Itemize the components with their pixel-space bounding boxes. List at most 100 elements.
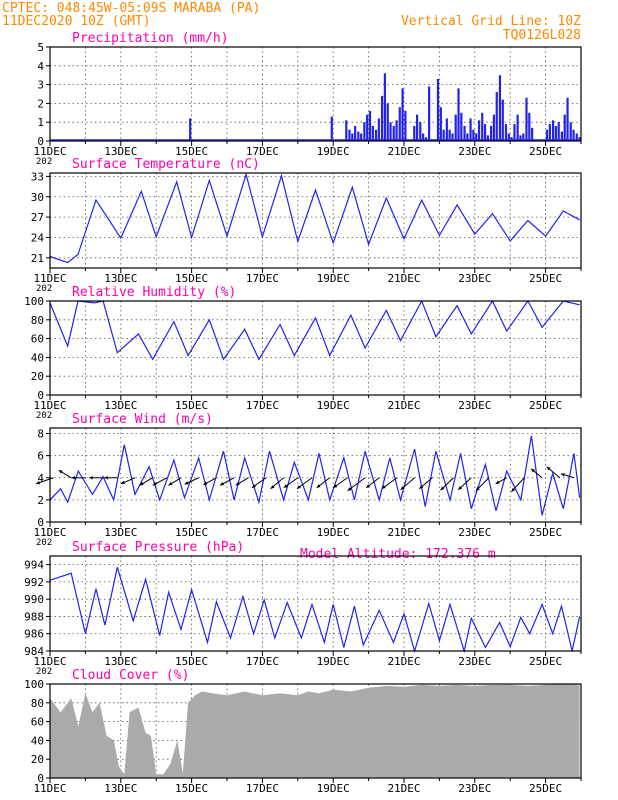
wind-arrowhead [366,484,371,488]
precip-bar [330,116,333,141]
x-tick-label: 21DEC [387,399,420,412]
y-tick-label: 60 [31,716,44,729]
y-tick-label: 994 [24,559,44,572]
y-tick-label: 20 [31,753,44,766]
wind-arrowhead [152,482,157,486]
x-tick-label: 19DEC [317,145,350,158]
precip-bar [398,107,401,141]
wind-arrowhead [283,484,288,488]
precip-bar [445,118,448,141]
y-tick-label: 1 [37,116,44,129]
precip-bar [466,133,469,141]
panel-frame [49,427,582,523]
precip-bar [498,75,502,141]
precip-bar [380,95,384,141]
precip-bar [457,88,460,141]
series-line [49,299,580,361]
wind-arrowhead [270,485,275,489]
precip-bar [392,125,395,141]
panel-title: Surface Pressure (hPa) [72,540,244,555]
x-tick-label: 23DEC [458,526,491,539]
x-tick-label: 15DEC [175,782,208,795]
precip-bar [483,124,487,141]
x-tick-label: 13DEC [104,782,137,795]
year-label: 202 [36,667,52,677]
y-tick-label: 6 [37,450,44,463]
precip-bar [386,103,389,141]
precip-bar [495,92,498,141]
x-tick-label: 23DEC [458,655,491,668]
panel-title: Relative Humidity (%) [72,285,236,300]
precip-bar [428,86,431,141]
x-tick-label: 17DEC [246,145,279,158]
panel-wind: Surface Wind (m/s) 0 2 4 6 8 11DEC 13DEC 15DEC 17… [33,412,582,548]
x-tick-label: 23DEC [458,272,491,285]
precip-bar [477,120,481,141]
wind-arrowhead [333,484,338,488]
precip-bar [439,107,442,141]
x-tick-label: 17DEC [246,526,279,539]
y-tick-label: 0 [37,389,44,402]
model-code: TQ0126L028 [503,28,581,43]
precip-bar [351,133,354,141]
x-tick-label: 21DEC [387,145,420,158]
y-tick-label: 2 [37,494,44,507]
wind-arrowhead [531,468,535,473]
precip-bar [525,97,528,141]
precip-bar [360,133,363,141]
x-tick-label: 11DEC [33,272,66,285]
x-tick-label: 21DEC [387,782,420,795]
panel-frame [49,300,582,396]
x-tick-label: 11DEC [33,399,66,412]
precip-bar [572,129,575,141]
precip-bar [422,133,425,141]
precip-bar [404,110,407,141]
wind-arrowhead [560,473,565,477]
y-tick-label: 990 [24,593,44,606]
model-altitude: Model Altitude: 172.376 m [300,547,496,562]
y-tick-label: 984 [24,645,44,658]
series-line [49,567,581,654]
precip-bar [472,129,475,141]
year-label: 202 [36,284,52,294]
precip-bar [557,122,560,141]
precip-bar [486,135,489,141]
grid-line-note: Vertical Grid Line: 10Z [401,14,581,29]
precip-bar [489,125,493,141]
y-tick-label: 30 [31,191,44,204]
precip-bar [377,118,380,141]
precip-bar [189,118,192,141]
panel-title: Cloud Cover (%) [72,668,189,683]
precip-bar [522,133,525,141]
wind-arrowhead [475,486,480,491]
x-tick-label: 19DEC [317,655,350,668]
y-tick-label: 24 [31,231,45,244]
precip-bar [424,137,428,141]
precip-bar [513,124,516,141]
x-tick-label: 15DEC [175,272,208,285]
year-label: 202 [36,538,52,548]
wind-arrowhead [120,480,125,484]
wind-arrowhead [316,484,321,488]
precip-bar [368,110,372,141]
y-tick-label: 8 [37,428,44,441]
x-tick-label: 19DEC [317,399,350,412]
wind-arrowhead [546,466,551,471]
precip-bar [531,127,534,141]
y-tick-label: 0 [37,135,44,148]
precip-bar [501,99,504,141]
precip-bar [566,97,569,141]
x-tick-label: 15DEC [175,399,208,412]
x-tick-label: 19DEC [317,272,350,285]
wind-arrowhead [71,476,76,480]
run-timestamp: 11DEC2020 10Z (GMT) [2,14,151,29]
precip-bar [519,135,522,141]
wind-arrowhead [89,476,93,480]
y-tick-label: 20 [31,370,44,383]
panel-precip: Precipitation (mm/h) 0 1 2 3 4 5 11DEC 13DEC 15DE… [33,31,582,167]
wind-arrowhead [251,484,256,488]
x-tick-label: 15DEC [175,145,208,158]
precip-bar [563,114,566,141]
x-tick-label: 13DEC [104,145,137,158]
